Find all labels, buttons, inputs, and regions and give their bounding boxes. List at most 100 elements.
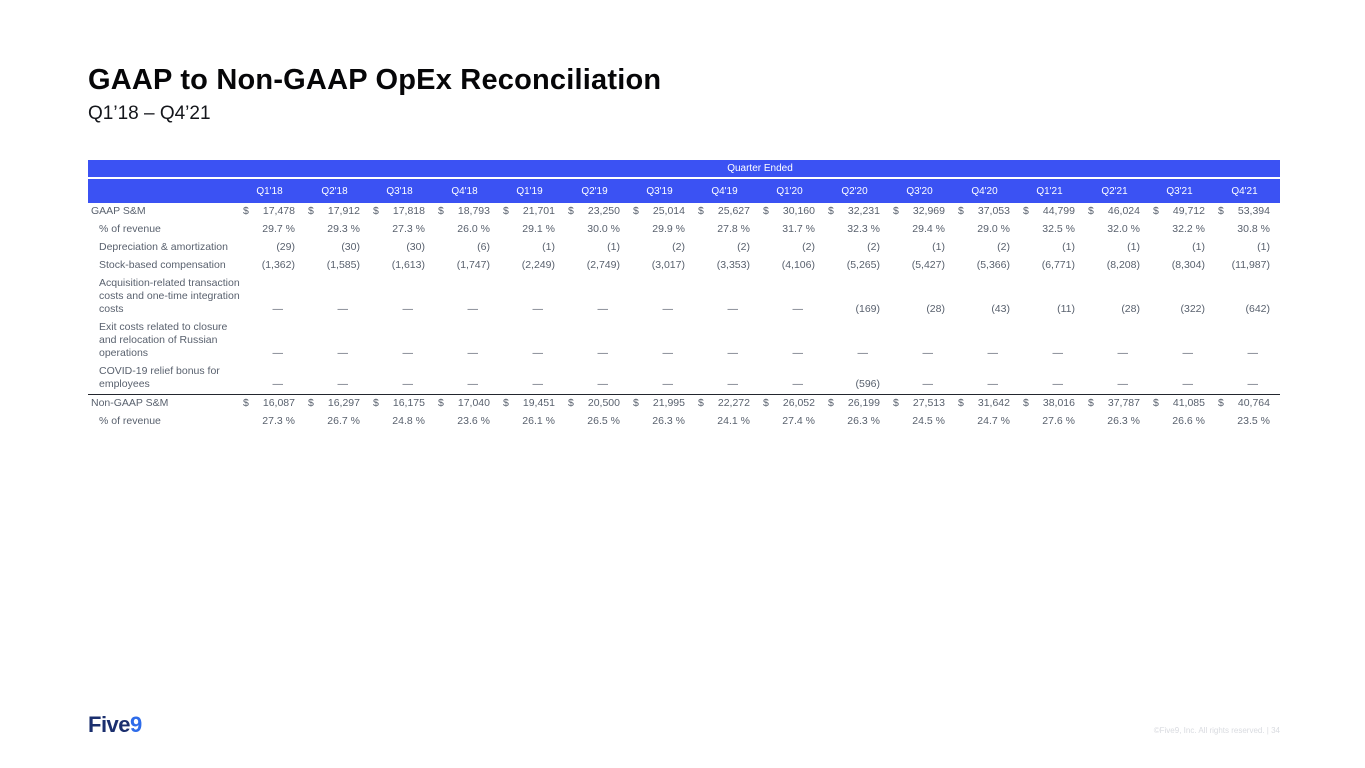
table-cell: 26.3 % — [825, 415, 890, 428]
cell-value: 24.1 % — [717, 415, 750, 427]
cell-value: (322) — [1180, 303, 1205, 315]
table-cell: (28) — [1085, 303, 1150, 316]
table-cell: (2) — [955, 241, 1020, 254]
cell-value: 17,040 — [457, 397, 490, 409]
table-cell: (2) — [760, 241, 825, 254]
table-cell: (11) — [1020, 303, 1085, 316]
cell-value: — — [1247, 347, 1259, 359]
cell-value: 23.5 % — [1237, 415, 1270, 427]
column-header-q418: Q4'18 — [451, 185, 478, 197]
cell-value: 25,014 — [652, 205, 685, 217]
cell-value: (5,427) — [911, 259, 945, 271]
cell-value: 32,231 — [847, 205, 880, 217]
table-cell: (2) — [695, 241, 760, 254]
table-cell: (2) — [630, 241, 695, 254]
table-cell: — — [305, 303, 370, 316]
column-header-q219: Q2'19 — [581, 185, 608, 197]
table-cell: 32.2 % — [1150, 223, 1215, 236]
table-cell: — — [890, 378, 955, 391]
table-cell: $32,969 — [890, 205, 955, 218]
cell-value: 22,272 — [717, 397, 750, 409]
table-cell: 26.1 % — [500, 415, 565, 428]
cell-value: 27.6 % — [1042, 415, 1075, 427]
column-header-q118: Q1'18 — [256, 185, 283, 197]
row-label: COVID-19 relief bonus for employees — [99, 365, 220, 390]
cell-value: — — [1052, 347, 1064, 359]
cell-value: — — [1182, 378, 1194, 390]
column-header-q319: Q3'19 — [646, 185, 673, 197]
dollar-sign: $ — [1023, 205, 1029, 217]
dollar-sign: $ — [1088, 397, 1094, 409]
table-row: Non-GAAP S&M $16,087 $16,297 $16,175 $17,040… — [88, 394, 1280, 413]
cell-value: 37,787 — [1107, 397, 1140, 409]
cell-value: 16,175 — [392, 397, 425, 409]
table-cell: $32,231 — [825, 205, 890, 218]
cell-value: — — [337, 378, 349, 390]
cell-value: — — [727, 303, 739, 315]
cell-value: (1) — [1257, 241, 1270, 253]
cell-value: 23,250 — [587, 205, 620, 217]
cell-value: 38,016 — [1042, 397, 1075, 409]
cell-value: — — [1182, 347, 1194, 359]
cell-value: (5,366) — [976, 259, 1010, 271]
cell-value: 26.0 % — [457, 223, 490, 235]
table-cell: $27,513 — [890, 397, 955, 410]
cell-value: — — [402, 303, 414, 315]
cell-value: — — [987, 378, 999, 390]
table-cell: — — [565, 378, 630, 391]
row-label: Stock-based compensation — [99, 259, 226, 271]
table-cell: — — [1020, 378, 1085, 391]
table-cell: 27.4 % — [760, 415, 825, 428]
table-cell: (3,017) — [630, 259, 695, 272]
cell-value: — — [662, 378, 674, 390]
table-cell: 26.6 % — [1150, 415, 1215, 428]
opex-reconciliation-table: Quarter Ended Q1'18 Q2'18 Q3'18 Q4'18 Q1'19 Q… — [88, 160, 1280, 431]
cell-value: (642) — [1245, 303, 1270, 315]
table-cell: $37,787 — [1085, 397, 1150, 410]
cell-value: — — [467, 347, 479, 359]
dollar-sign: $ — [633, 397, 639, 409]
table-cell: $19,451 — [500, 397, 565, 410]
table-cell: (2,749) — [565, 259, 630, 272]
dollar-sign: $ — [438, 397, 444, 409]
column-header-q419: Q4'19 — [711, 185, 738, 197]
cell-value: 21,701 — [522, 205, 555, 217]
table-cell: — — [825, 347, 890, 360]
cell-value: (1) — [1192, 241, 1205, 253]
table-cell: — — [565, 303, 630, 316]
logo-text-five: Five — [88, 712, 131, 737]
cell-value: — — [272, 347, 284, 359]
table-cell: (1) — [1215, 241, 1280, 254]
cell-value: (5,265) — [846, 259, 880, 271]
cell-value: 29.0 % — [977, 223, 1010, 235]
table-cell: (1) — [890, 241, 955, 254]
table-row: Exit costs related to closure and reloca… — [88, 319, 1280, 363]
table-cell: 26.5 % — [565, 415, 630, 428]
table-cell: 29.9 % — [630, 223, 695, 236]
table-cell: — — [760, 303, 825, 316]
table-cell: $17,040 — [435, 397, 500, 410]
table-cell: 29.0 % — [955, 223, 1020, 236]
cell-value: (2) — [737, 241, 750, 253]
table-cell: 29.4 % — [890, 223, 955, 236]
table-cell: — — [500, 303, 565, 316]
table-cell: (30) — [370, 241, 435, 254]
cell-value: 19,451 — [522, 397, 555, 409]
table-cell: (3,353) — [695, 259, 760, 272]
dollar-sign: $ — [1088, 205, 1094, 217]
cell-value: 32.3 % — [847, 223, 880, 235]
table-cell: — — [370, 347, 435, 360]
table-cell: 27.3 % — [240, 415, 305, 428]
cell-value: 26.7 % — [327, 415, 360, 427]
cell-value: — — [1247, 378, 1259, 390]
table-cell: — — [760, 378, 825, 391]
cell-value: 30.8 % — [1237, 223, 1270, 235]
table-cell: (1,585) — [305, 259, 370, 272]
cell-value: (28) — [926, 303, 945, 315]
cell-value: — — [922, 347, 934, 359]
table-cell: 29.1 % — [500, 223, 565, 236]
cell-value: — — [727, 378, 739, 390]
cell-value: — — [532, 378, 544, 390]
dollar-sign: $ — [568, 205, 574, 217]
cell-value: 26.3 % — [1107, 415, 1140, 427]
